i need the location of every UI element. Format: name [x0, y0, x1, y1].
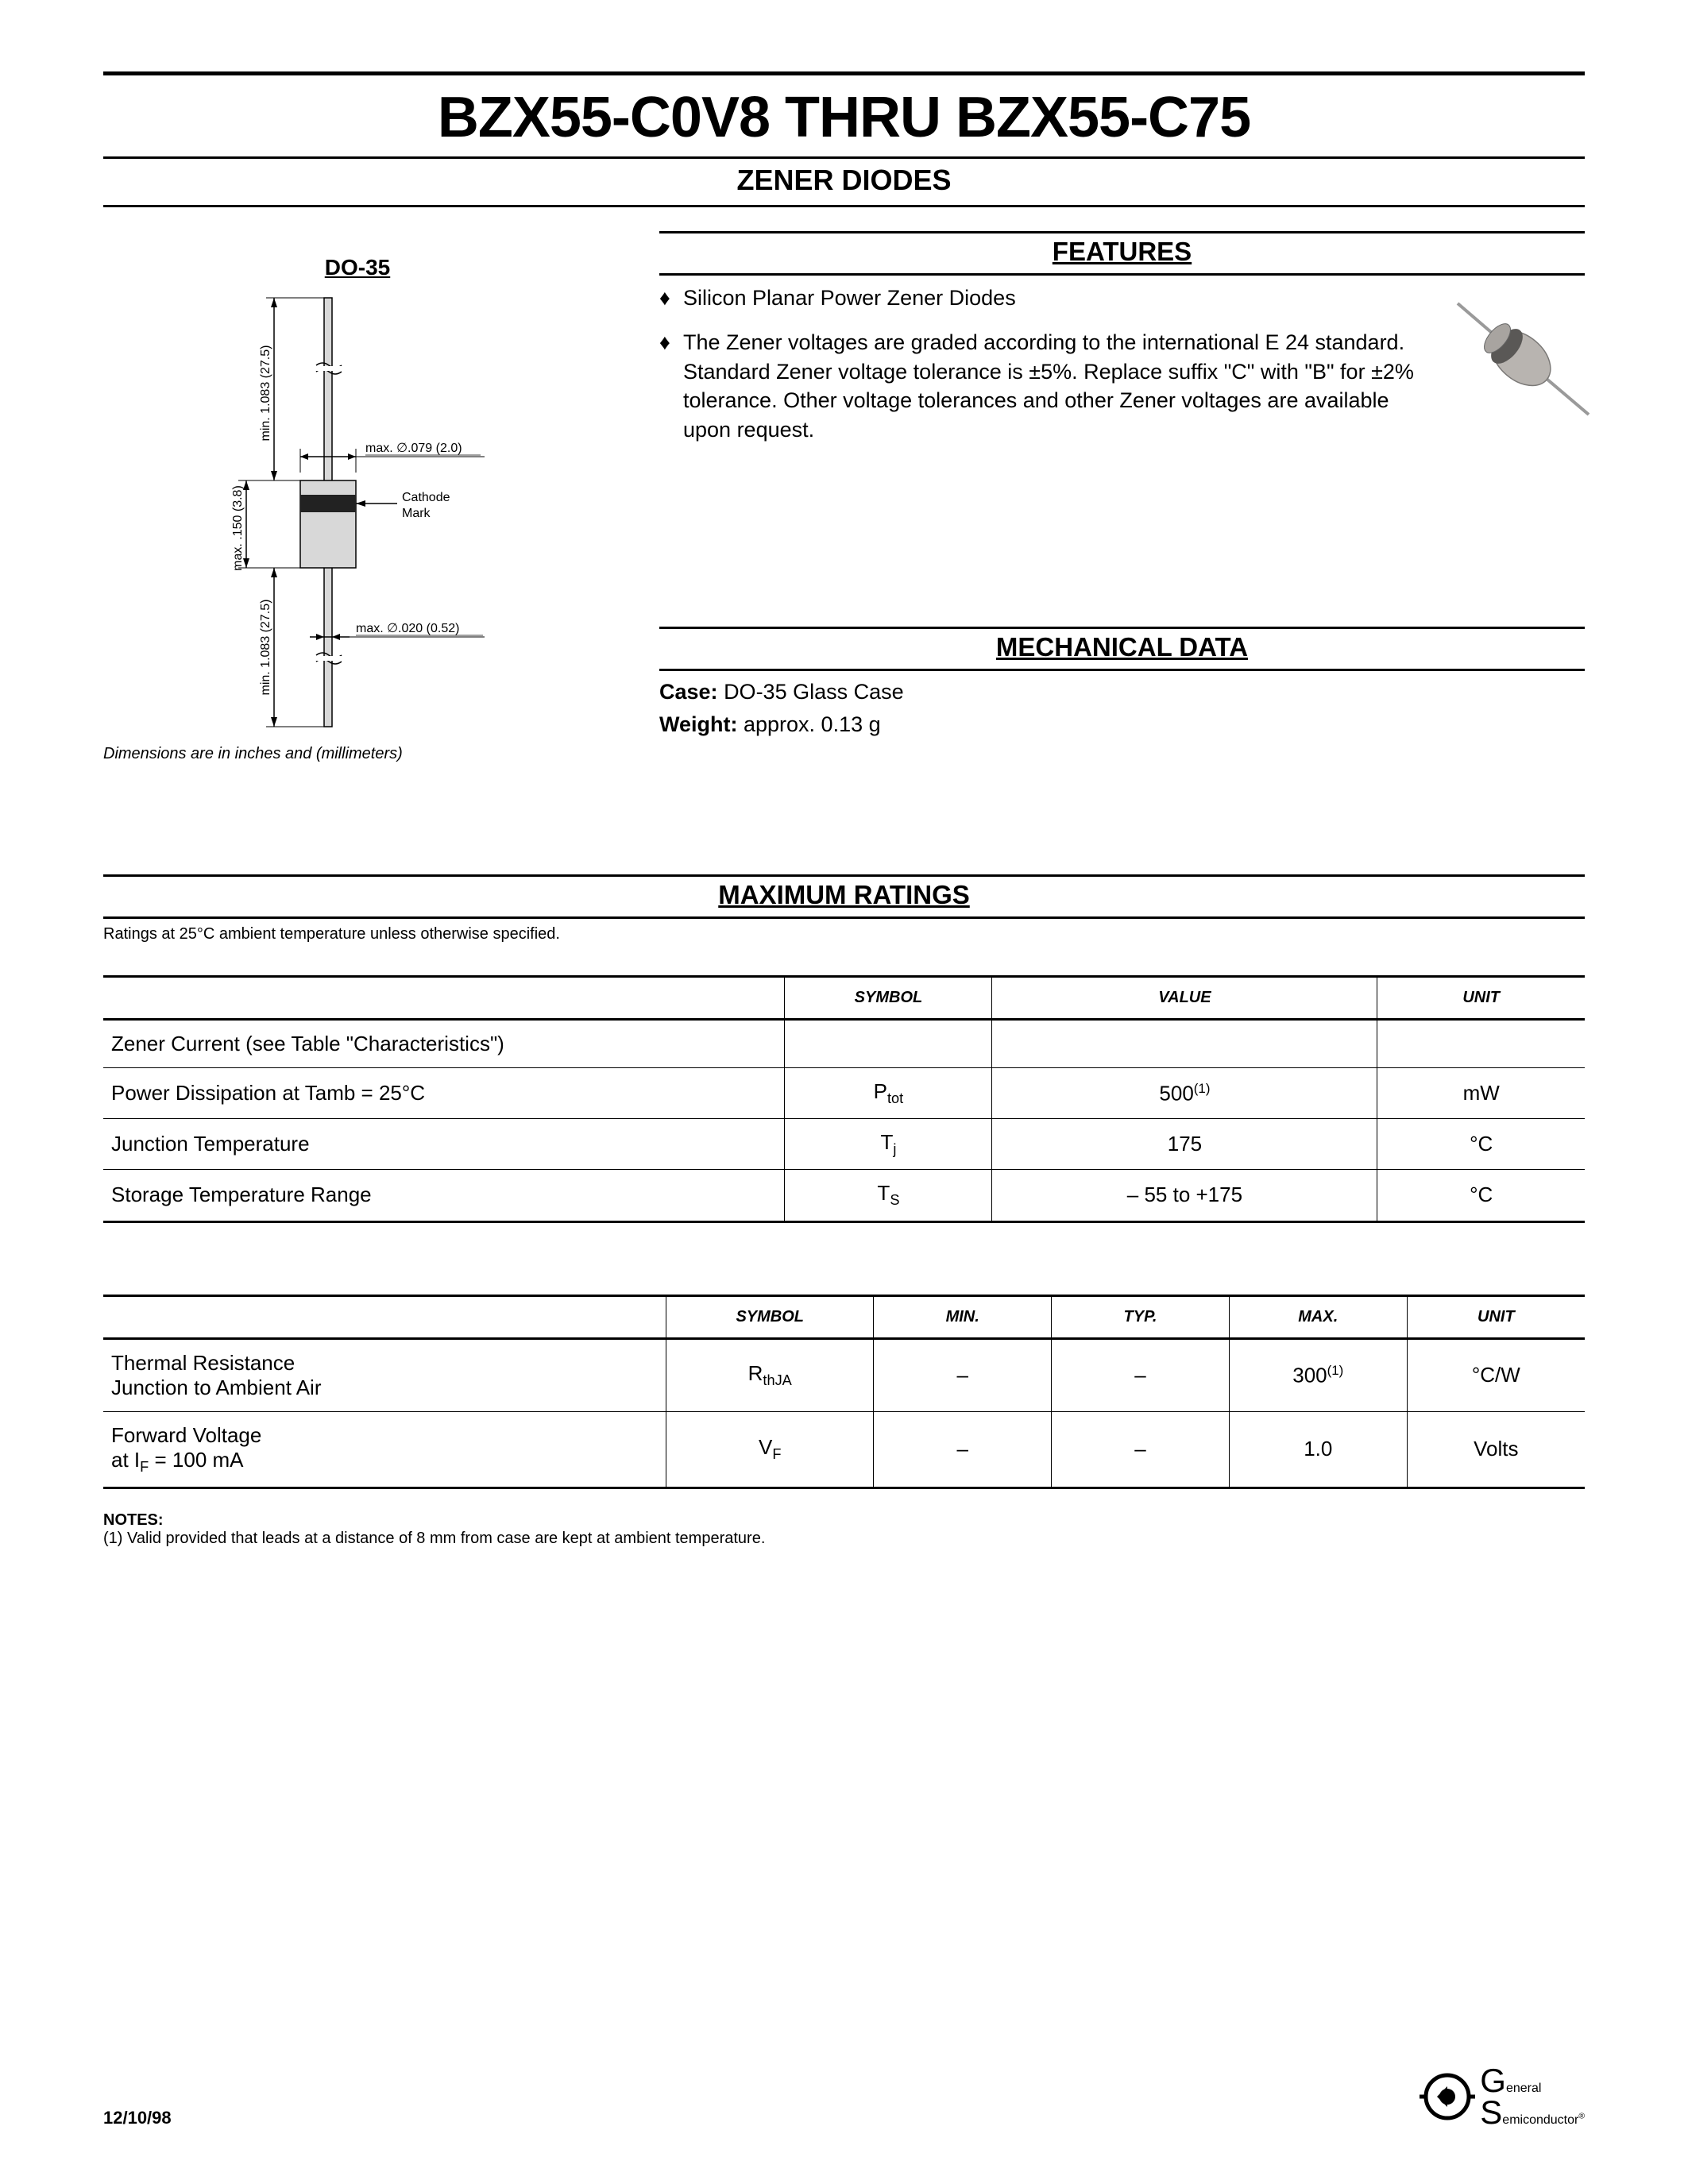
- table-row: Thermal ResistanceJunction to Ambient Ai…: [103, 1338, 1585, 1411]
- page-title: BZX55-C0V8 THRU BZX55-C75: [103, 75, 1585, 156]
- ratings-table-2: SYMBOL MIN. TYP. MAX. UNIT Thermal Resis…: [103, 1295, 1585, 1489]
- rule-under-subtitle: [103, 205, 1585, 207]
- mechanical-heading: MECHANICAL DATA: [659, 629, 1585, 669]
- company-logo: General Semiconductor®: [1420, 2065, 1585, 2128]
- ratings-table-1: SYMBOL VALUE UNIT Zener Current (see Tab…: [103, 975, 1585, 1223]
- col-typ: TYP.: [1052, 1295, 1230, 1338]
- dim-label-body-dia: max. ∅.079 (2.0): [365, 442, 462, 455]
- notes-body: (1) Valid provided that leads at a dista…: [103, 1530, 1585, 1548]
- table-row: Junction Temperature Tj 175 °C: [103, 1119, 1585, 1170]
- dim-label-lead-dia: max. ∅.020 (0.52): [356, 622, 459, 635]
- ratings-note: Ratings at 25°C ambient temperature unle…: [103, 919, 1585, 975]
- diagram-caption: Dimensions are in inches and (millimeter…: [103, 745, 612, 763]
- feature-text: Silicon Planar Power Zener Diodes: [683, 284, 1016, 312]
- col-symbol: SYMBOL: [666, 1295, 874, 1338]
- logo-icon: [1420, 2069, 1475, 2124]
- col-min: MIN.: [874, 1295, 1052, 1338]
- logo-line-1: General: [1480, 2065, 1585, 2097]
- feature-item: ♦ The Zener voltages are graded accordin…: [659, 328, 1442, 444]
- mech-case-label: Case:: [659, 680, 718, 704]
- package-diagram: max. .150 (3.8) min. 1.083 (27.5) min. 1…: [103, 290, 548, 735]
- mech-case-row: Case: DO-35 Glass Case: [659, 676, 1585, 708]
- col-max: MAX.: [1229, 1295, 1407, 1338]
- diode-photo: [1442, 276, 1601, 434]
- dim-label-lower-lead: min. 1.083 (27.5): [259, 600, 272, 696]
- col-unit: UNIT: [1407, 1295, 1585, 1338]
- dim-label-upper-lead: min. 1.083 (27.5): [259, 345, 272, 442]
- col-value: VALUE: [992, 977, 1377, 1020]
- table-header-row: SYMBOL VALUE UNIT: [103, 977, 1585, 1020]
- feature-text: The Zener voltages are graded according …: [683, 328, 1442, 444]
- ratings-heading: MAXIMUM RATINGS: [103, 877, 1585, 916]
- mech-weight-label: Weight:: [659, 712, 737, 736]
- col-unit: UNIT: [1377, 977, 1585, 1020]
- dim-label-body-len: max. .150 (3.8): [231, 485, 245, 571]
- table-header-row: SYMBOL MIN. TYP. MAX. UNIT: [103, 1295, 1585, 1338]
- feature-item: ♦ Silicon Planar Power Zener Diodes: [659, 284, 1442, 312]
- cathode-label-l1: Cathode: [402, 491, 450, 504]
- bullet-icon: ♦: [659, 284, 683, 312]
- table-row: Power Dissipation at Tamb = 25°C Ptot 50…: [103, 1068, 1585, 1119]
- mech-weight-row: Weight: approx. 0.13 g: [659, 708, 1585, 741]
- page-subtitle: ZENER DIODES: [103, 159, 1585, 205]
- cathode-label-l2: Mark: [402, 507, 431, 520]
- features-heading: FEATURES: [659, 233, 1585, 273]
- notes-heading: NOTES:: [103, 1511, 1585, 1530]
- table-row: Zener Current (see Table "Characteristic…: [103, 1020, 1585, 1068]
- mech-weight-value: approx. 0.13 g: [744, 712, 881, 736]
- footer-date: 12/10/98: [103, 2108, 172, 2128]
- diagram-title: DO-35: [103, 255, 612, 280]
- table-row: Storage Temperature Range TS – 55 to +17…: [103, 1170, 1585, 1221]
- col-symbol: SYMBOL: [785, 977, 992, 1020]
- table-row: Forward Voltageat IF = 100 mA VF – – 1.0…: [103, 1411, 1585, 1488]
- mech-case-value: DO-35 Glass Case: [724, 680, 904, 704]
- bullet-icon: ♦: [659, 328, 683, 444]
- logo-line-2: Semiconductor®: [1480, 2097, 1585, 2128]
